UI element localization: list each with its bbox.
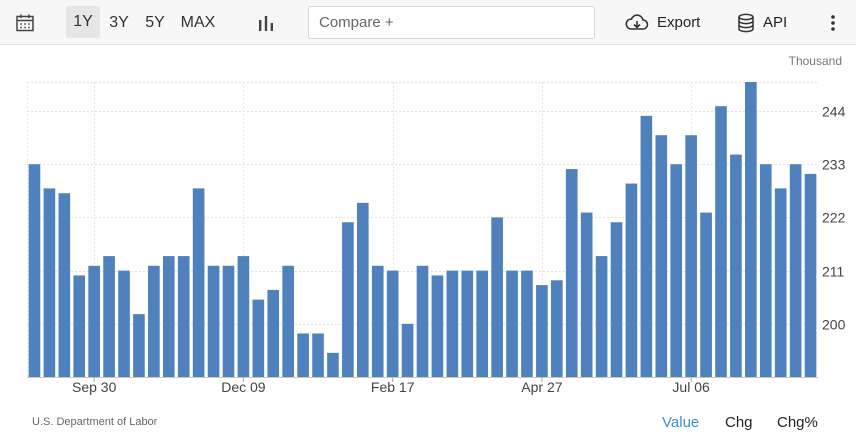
bar[interactable] bbox=[745, 82, 757, 377]
bar[interactable] bbox=[133, 314, 145, 377]
y-tick-label: 211 bbox=[822, 264, 845, 280]
api-button[interactable]: API bbox=[737, 0, 787, 45]
y-tick-label: 200 bbox=[822, 317, 846, 333]
range-max-button[interactable]: MAX bbox=[180, 13, 216, 31]
bar[interactable] bbox=[267, 289, 280, 377]
range-1y-button[interactable]: 1Y bbox=[66, 6, 100, 38]
x-tick-label: Sep 30 bbox=[72, 379, 117, 395]
source-label: U.S. Department of Labor bbox=[32, 416, 158, 428]
bar[interactable] bbox=[73, 275, 86, 377]
bar[interactable] bbox=[461, 270, 474, 377]
bar[interactable] bbox=[237, 256, 250, 377]
vertical-dots-icon[interactable] bbox=[826, 0, 840, 45]
bar[interactable] bbox=[595, 256, 608, 377]
export-label: Export bbox=[657, 14, 701, 31]
cloud-download-icon bbox=[625, 13, 649, 30]
bar[interactable] bbox=[446, 270, 459, 377]
bar[interactable] bbox=[58, 193, 71, 377]
bar[interactable] bbox=[43, 188, 56, 377]
bar[interactable] bbox=[551, 280, 563, 377]
bar[interactable] bbox=[774, 188, 787, 377]
bar[interactable] bbox=[118, 270, 130, 377]
bar[interactable] bbox=[730, 154, 742, 377]
y-tick-label: 233 bbox=[822, 157, 846, 173]
bar-chart-icon[interactable] bbox=[256, 0, 276, 45]
bar[interactable] bbox=[371, 265, 384, 377]
api-label: API bbox=[763, 14, 788, 31]
bar[interactable] bbox=[416, 265, 429, 377]
bar[interactable] bbox=[610, 222, 623, 377]
mode-value-button[interactable]: Value bbox=[662, 414, 700, 431]
calendar-icon[interactable] bbox=[12, 0, 38, 45]
bar[interactable] bbox=[28, 164, 41, 377]
x-tick-label: Feb 17 bbox=[371, 379, 415, 395]
bar[interactable] bbox=[207, 265, 220, 377]
bar[interactable] bbox=[655, 135, 668, 377]
export-button[interactable]: Export bbox=[625, 0, 700, 45]
bar[interactable] bbox=[297, 333, 309, 377]
bar[interactable] bbox=[759, 164, 772, 377]
compare-input[interactable] bbox=[308, 6, 595, 39]
bar[interactable] bbox=[640, 115, 653, 377]
bar[interactable] bbox=[192, 188, 205, 377]
mode-chg-button[interactable]: Chg bbox=[725, 414, 753, 431]
range-3y-button[interactable]: 3Y bbox=[109, 13, 129, 31]
bar[interactable] bbox=[401, 323, 414, 377]
bar[interactable] bbox=[521, 270, 533, 377]
bar[interactable] bbox=[386, 270, 399, 377]
bar[interactable] bbox=[431, 275, 444, 377]
bar[interactable] bbox=[506, 270, 518, 377]
bar[interactable] bbox=[162, 256, 175, 377]
bar[interactable] bbox=[685, 135, 697, 377]
bar[interactable] bbox=[625, 183, 638, 377]
bar[interactable] bbox=[715, 106, 727, 378]
bar[interactable] bbox=[222, 265, 235, 377]
y-tick-label: 222 bbox=[822, 210, 846, 226]
database-icon bbox=[738, 13, 754, 32]
bar[interactable] bbox=[804, 173, 817, 377]
range-5y-button[interactable]: 5Y bbox=[145, 13, 165, 31]
bar[interactable] bbox=[670, 164, 683, 377]
bar[interactable] bbox=[88, 265, 100, 377]
bar[interactable] bbox=[356, 202, 369, 377]
unit-label: Thousand bbox=[788, 54, 842, 68]
x-tick-label: Apr 27 bbox=[521, 379, 562, 395]
bar[interactable] bbox=[536, 285, 548, 377]
x-tick-label: Dec 09 bbox=[221, 379, 266, 395]
bar[interactable] bbox=[789, 164, 802, 377]
y-tick-label: 244 bbox=[822, 104, 846, 120]
x-tick-label: Jul 06 bbox=[672, 379, 710, 395]
bar[interactable] bbox=[565, 169, 578, 377]
bar[interactable] bbox=[580, 212, 593, 377]
bar[interactable] bbox=[148, 265, 160, 377]
bar[interactable] bbox=[700, 212, 712, 377]
bar[interactable] bbox=[327, 352, 339, 377]
mode-chg-percent-button[interactable]: Chg% bbox=[777, 414, 818, 431]
bar[interactable] bbox=[252, 299, 265, 377]
bar[interactable] bbox=[476, 270, 489, 377]
bar[interactable] bbox=[282, 265, 294, 377]
bar[interactable] bbox=[491, 217, 503, 377]
bar[interactable] bbox=[342, 222, 354, 377]
toolbar: 1Y 3Y 5Y MAX Export API bbox=[0, 0, 856, 45]
bar[interactable] bbox=[177, 256, 190, 377]
bar[interactable] bbox=[103, 256, 115, 377]
bar[interactable] bbox=[312, 333, 324, 377]
